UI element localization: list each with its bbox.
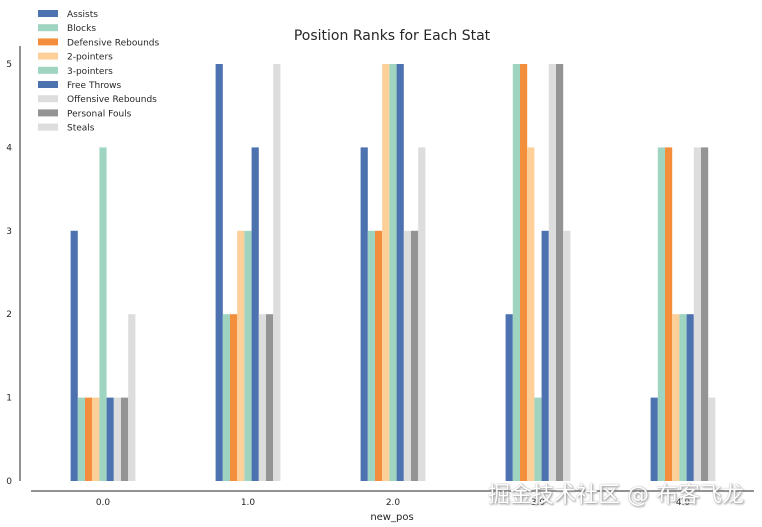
legend-label: 2-pointers [67, 53, 113, 63]
bar-steals-3 [563, 230, 571, 481]
bar-free-throws-4 [686, 314, 694, 481]
legend-swatch [38, 81, 58, 88]
legend-swatch [38, 10, 58, 17]
bar-personal-fouls-0 [121, 397, 129, 481]
bar-offensive-rebounds-4 [693, 147, 701, 481]
x-axis-label: new_pos [370, 512, 413, 523]
x-tick-labels: 0.0 1.0 2.0 3.0 4.0 [96, 498, 691, 508]
y-tick-labels: 0 1 2 3 4 5 [6, 60, 12, 487]
legend-swatch [38, 109, 58, 117]
bar-personal-fouls-3 [556, 64, 564, 481]
bar-blocks-3 [512, 64, 520, 481]
bar-2-pointers-1 [237, 230, 245, 481]
legend-label: Assists [67, 10, 98, 20]
legend-label: 3-pointers [67, 67, 113, 77]
bar-3-pointers-1 [244, 230, 252, 481]
bar-blocks-4 [657, 147, 665, 481]
bar-offensive-rebounds-0 [113, 397, 121, 481]
y-tick-label: 3 [6, 227, 12, 237]
bar-2-pointers-3 [527, 147, 535, 481]
bar-steals-0 [128, 314, 136, 481]
bar-defensive-rebounds-1 [230, 314, 238, 481]
legend-label: Free Throws [67, 81, 122, 91]
bar-assists-0 [70, 230, 78, 481]
y-tick-label: 4 [6, 143, 12, 153]
x-tick-label: 3.0 [531, 498, 546, 508]
bar-2-pointers-2 [382, 64, 390, 481]
legend-swatch [38, 95, 58, 103]
bar-steals-1 [273, 64, 281, 481]
bar-personal-fouls-2 [411, 230, 419, 481]
legend-label: Steals [67, 124, 95, 134]
y-tick-label: 2 [6, 310, 12, 320]
bar-defensive-rebounds-0 [85, 397, 93, 481]
legend-swatch [38, 66, 58, 74]
bar-steals-4 [708, 397, 716, 481]
y-tick-label: 1 [6, 394, 12, 404]
bar-free-throws-3 [541, 230, 549, 481]
bar-free-throws-0 [106, 397, 114, 481]
bar-free-throws-2 [396, 64, 404, 481]
x-tick-label: 1.0 [241, 498, 256, 508]
legend-label: Offensive Rebounds [67, 95, 157, 105]
legend-label: Blocks [67, 24, 96, 34]
bar-free-throws-1 [251, 147, 259, 481]
bar-defensive-rebounds-2 [375, 230, 383, 481]
bars-group [70, 64, 716, 481]
bar-offensive-rebounds-2 [403, 230, 411, 481]
bar-defensive-rebounds-3 [520, 64, 528, 481]
x-tick-label: 0.0 [96, 498, 111, 508]
bar-3-pointers-0 [99, 147, 107, 481]
bar-blocks-0 [77, 397, 85, 481]
legend: Assists Blocks Defensive Rebounds 2-pointer… [38, 10, 160, 134]
bar-blocks-2 [367, 230, 375, 481]
bar-assists-2 [360, 147, 368, 481]
y-tick-label: 5 [6, 60, 12, 70]
bar-assists-4 [650, 397, 658, 481]
bar-steals-2 [418, 147, 426, 481]
bar-assists-3 [505, 314, 513, 481]
legend-swatch [38, 38, 58, 46]
bar-assists-1 [215, 64, 223, 481]
bar-personal-fouls-1 [266, 314, 274, 481]
bar-personal-fouls-4 [701, 147, 709, 481]
bar-2-pointers-0 [92, 397, 100, 481]
bar-defensive-rebounds-4 [665, 147, 673, 481]
watermark: 掘金技术社区 @ 布客飞龙 [488, 483, 744, 508]
x-tick-label: 2.0 [386, 498, 401, 508]
bar-blocks-1 [222, 314, 230, 481]
bar-3-pointers-4 [679, 314, 687, 481]
x-tick-label: 4.0 [676, 498, 691, 508]
bar-3-pointers-2 [389, 64, 397, 481]
bar-offensive-rebounds-3 [548, 64, 556, 481]
legend-label: Personal Fouls [67, 109, 132, 119]
legend-swatch [38, 123, 58, 131]
y-tick-label: 0 [6, 477, 12, 487]
bar-offensive-rebounds-1 [258, 314, 266, 481]
chart-title: Position Ranks for Each Stat [294, 28, 491, 44]
bar-3-pointers-3 [534, 397, 542, 481]
bar-2-pointers-4 [672, 314, 680, 481]
legend-label: Defensive Rebounds [67, 38, 160, 48]
legend-swatch [38, 52, 58, 60]
legend-swatch [38, 24, 58, 32]
